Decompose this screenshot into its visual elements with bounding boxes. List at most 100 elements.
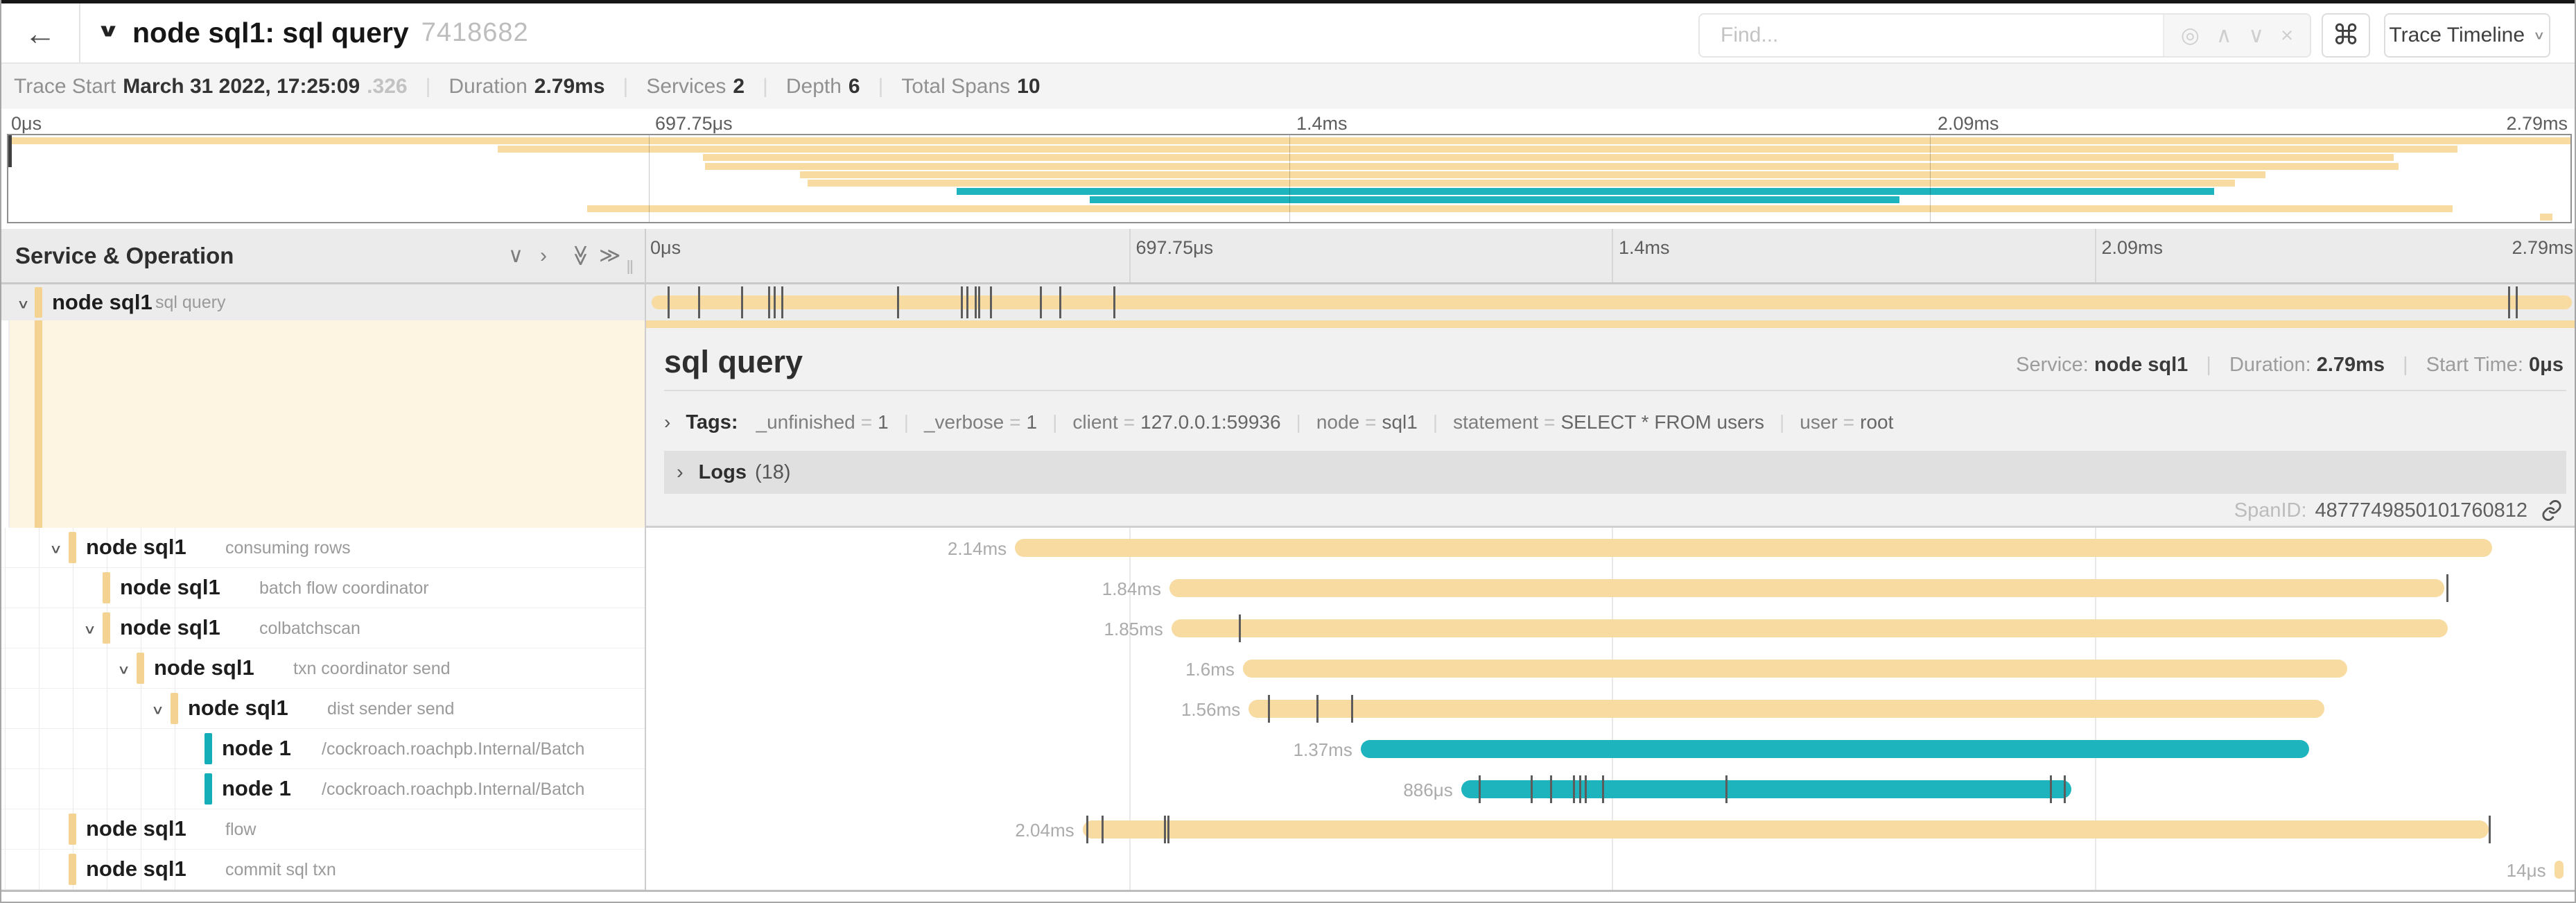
find-input[interactable] — [1700, 15, 2163, 56]
tree-row[interactable]: node sql1 batch flow coordinator — [1, 568, 646, 608]
expander-chevron-icon[interactable]: ∨ — [17, 296, 31, 311]
tree-row[interactable]: ∨ node sql1 colbatchscan — [1, 608, 646, 648]
log-marker-tick — [773, 286, 776, 318]
minimap-viewport-handle[interactable] — [8, 135, 12, 167]
copy-link-icon[interactable] — [2540, 499, 2564, 522]
panel-divider[interactable] — [645, 229, 646, 890]
logs-accordion[interactable]: › Logs (18) — [664, 451, 2566, 494]
tree-row-sql-query[interactable]: ∨ node sql1 sql query — [1, 284, 646, 320]
duration-label: Duration: — [2229, 354, 2311, 376]
span-bar[interactable] — [1242, 660, 2348, 678]
log-marker-tick — [2063, 775, 2066, 803]
tags-accordion[interactable]: › Tags: _unfinished = 1 | _verbose = 1 | client =… — [664, 402, 2566, 442]
span-bar[interactable] — [1169, 579, 2444, 597]
expander-chevron-icon[interactable]: ∨ — [49, 541, 63, 556]
tree-indent-guide — [5, 528, 6, 890]
back-button[interactable]: ← — [1, 3, 80, 62]
expand-one-icon[interactable]: › — [540, 243, 547, 267]
collapse-all-icon[interactable]: ∨ — [508, 244, 523, 267]
timeline-row-sql-query[interactable] — [646, 284, 2575, 320]
timeline-span-row[interactable]: 2.14ms — [646, 528, 2575, 568]
depth-label: Depth — [785, 74, 842, 98]
timeline-span-row[interactable]: 14μs — [646, 850, 2575, 890]
expander-chevron-icon[interactable]: ∨ — [151, 702, 165, 717]
timeline-span-row[interactable]: 1.85ms — [646, 608, 2575, 648]
tag-value: 127.0.0.1:59936 — [1140, 411, 1281, 433]
span-service-name: node sql1 — [154, 655, 254, 680]
span-bar[interactable] — [1082, 820, 2489, 839]
tree-row[interactable]: ∨ node sql1 txn coordinator send — [1, 648, 646, 689]
expander-chevron-icon[interactable]: ∨ — [117, 662, 131, 677]
trace-summary-bar: Trace Start March 31 2022, 17:25:09.326 … — [1, 62, 2575, 109]
span-bar[interactable] — [1360, 740, 2309, 758]
tree-row[interactable]: node sql1 commit sql txn — [1, 850, 646, 890]
prev-match-icon[interactable]: ∧ — [2216, 23, 2232, 47]
span-id-value: 4877749850101760812 — [2315, 499, 2527, 522]
tree-row[interactable]: ∨ node sql1 dist sender send — [1, 689, 646, 729]
services-value: 2 — [733, 74, 745, 98]
expander-chevron-icon[interactable]: ∨ — [83, 621, 97, 637]
expand-all-icon[interactable]: ≫ — [599, 244, 621, 267]
tree-row[interactable]: node 1/cockroach.roachpb.Internal/Batch — [1, 769, 646, 809]
span-bar[interactable] — [1461, 780, 2072, 798]
span-bar[interactable] — [1015, 539, 2493, 557]
window-top-edge — [1, 0, 2575, 3]
start-time-value: 0μs — [2529, 354, 2564, 376]
tree-row[interactable]: ∨ node sql1 consuming rows — [1, 528, 646, 568]
minimap-gridline — [1289, 135, 1290, 222]
axis-tick-label: 1.4ms — [1619, 237, 1670, 258]
log-marker-tick — [897, 286, 900, 318]
span-bar[interactable] — [1248, 700, 2325, 718]
log-marker-tick — [667, 286, 670, 318]
minimap-canvas[interactable] — [7, 134, 2572, 223]
span-service-name: node sql1 — [86, 535, 186, 559]
back-arrow-icon: ← — [24, 15, 56, 51]
span-service-name: node sql1 — [86, 857, 186, 881]
tag-equals: = — [1843, 411, 1855, 433]
page-title: node sql1: sql query 7418682 — [132, 3, 529, 62]
timeline-span-row[interactable]: 886μs — [646, 769, 2575, 809]
log-marker-tick — [1316, 695, 1319, 723]
next-match-icon[interactable]: ∨ — [2248, 23, 2265, 47]
span-color-indicator — [204, 773, 212, 805]
span-bar[interactable] — [1171, 619, 2448, 637]
span-bars-area: 2.14ms 1.84ms 1.85ms 1.6ms 1.56ms 1.37ms 886μs… — [646, 528, 2575, 890]
tree-row[interactable]: node sql1 flow — [1, 809, 646, 850]
span-id-label: SpanID: — [2234, 499, 2307, 522]
log-marker-tick — [978, 286, 981, 318]
total-spans-label: Total Spans — [901, 74, 1011, 98]
keyboard-shortcuts-button[interactable]: ⌘ — [2322, 13, 2370, 58]
timeline-span-row[interactable]: 1.56ms — [646, 689, 2575, 729]
duration-label: Duration — [449, 74, 528, 98]
span-operation-name: sql query — [155, 293, 226, 312]
tree-row[interactable]: node 1/cockroach.roachpb.Internal/Batch — [1, 729, 646, 769]
collapse-trace-chevron-icon[interactable]: ∨ — [96, 19, 121, 41]
log-marker-tick — [1040, 286, 1043, 318]
timeline-span-row[interactable]: 2.04ms — [646, 809, 2575, 850]
span-bar[interactable] — [652, 295, 2572, 309]
start-time-label: Start Time: — [2426, 354, 2523, 376]
span-bar[interactable] — [2554, 861, 2564, 879]
clear-find-icon[interactable]: × — [2280, 23, 2294, 47]
axis-tick-label: 697.75μs — [1135, 237, 1214, 258]
span-duration-label: 1.85ms — [1104, 619, 1163, 639]
trace-start-value: March 31 2022, 17:25:09 — [123, 74, 360, 98]
span-detail-title: sql query — [664, 344, 803, 379]
timeline-span-row[interactable]: 1.6ms — [646, 648, 2575, 689]
minimap-span-bar — [956, 188, 2215, 196]
bottom-border — [1, 890, 2575, 892]
log-marker-tick — [1113, 286, 1116, 318]
timeline-span-row[interactable]: 1.84ms — [646, 568, 2575, 608]
span-color-indicator — [69, 532, 76, 563]
locate-icon[interactable]: ◎ — [2180, 23, 2200, 47]
log-marker-tick — [1239, 614, 1242, 642]
column-resizer-handle[interactable]: ‖ — [626, 257, 636, 278]
timeline-span-row[interactable]: 1.37ms — [646, 729, 2575, 769]
log-marker-tick — [1549, 775, 1552, 803]
selected-span-accent-strip — [646, 320, 2575, 328]
view-type-dropdown[interactable]: Trace Timeline ∨ — [2384, 13, 2550, 58]
log-marker-tick — [1163, 816, 1166, 843]
log-marker-tick — [966, 286, 969, 318]
logs-count: (18) — [754, 461, 791, 483]
tags-list: _unfinished = 1 | _verbose = 1 | client = 127.0.0.… — [756, 411, 1894, 433]
